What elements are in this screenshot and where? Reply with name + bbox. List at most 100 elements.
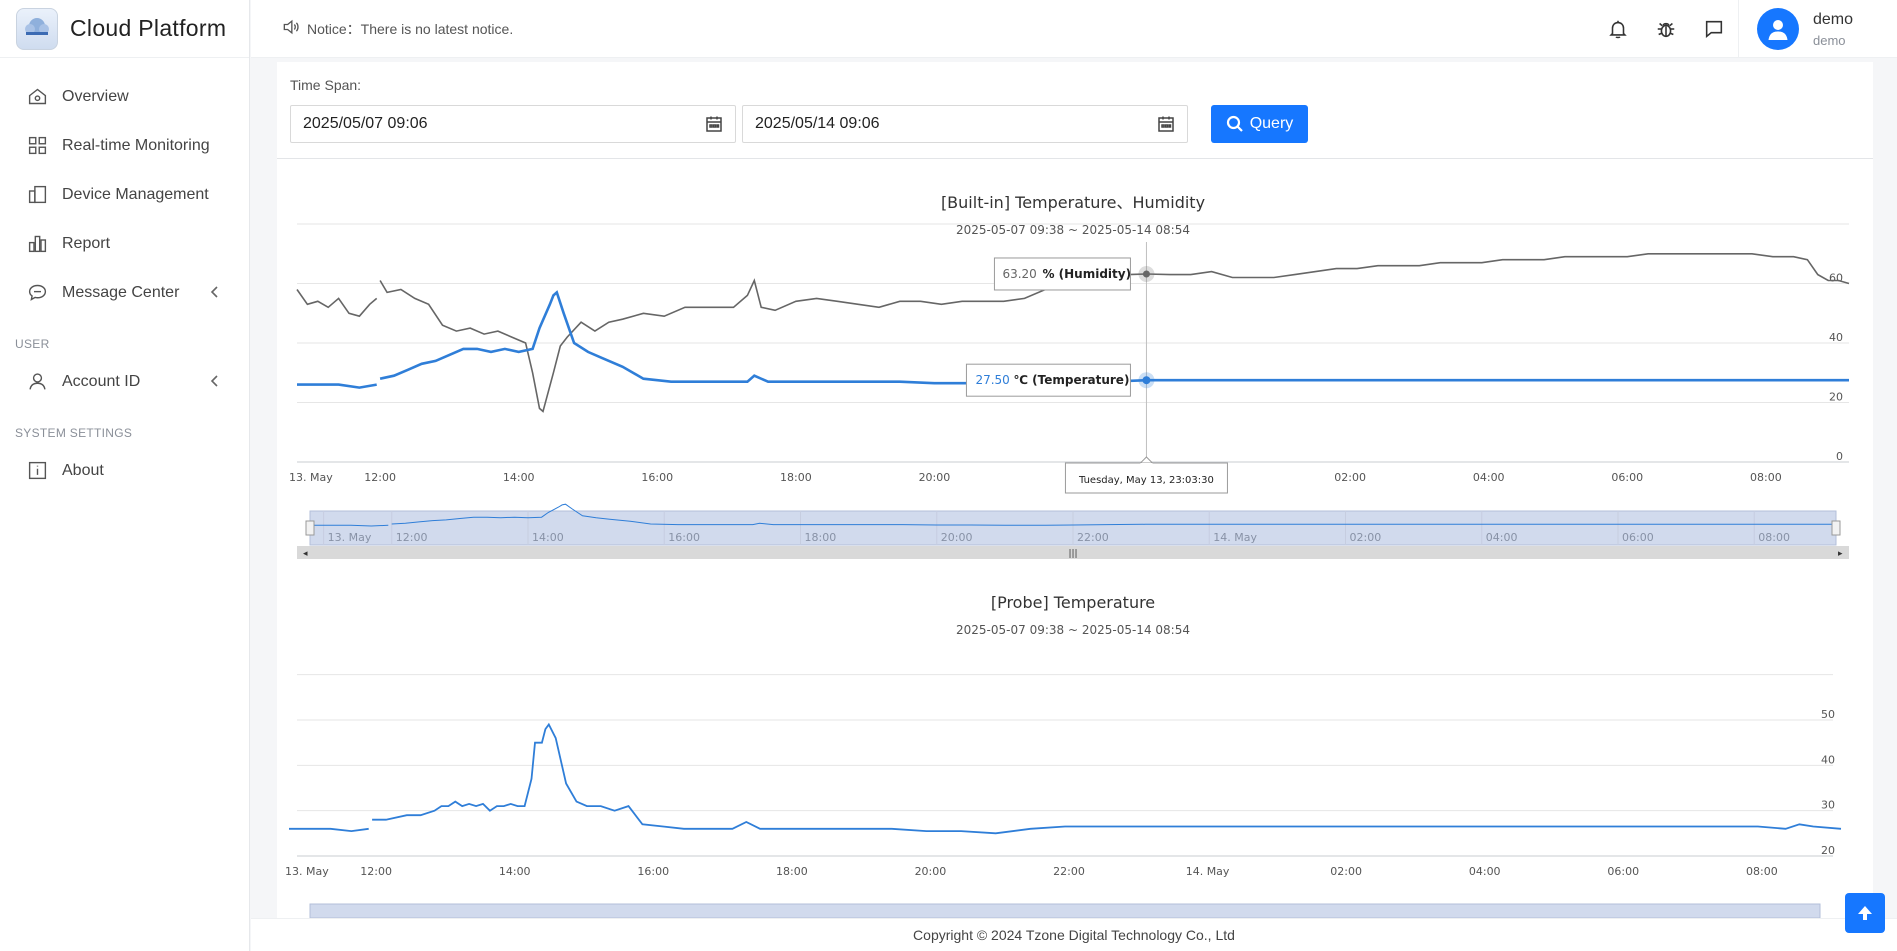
x-axis-ticks: 13. May 12:00 14:00 16:00 18:00 20:00 02:00 04:… xyxy=(289,471,1782,484)
y-tick-label: 50 xyxy=(1821,708,1835,721)
navigator-label: 02:00 xyxy=(1350,531,1382,544)
query-button[interactable]: Query xyxy=(1211,105,1308,143)
message-icon[interactable] xyxy=(1701,16,1727,42)
series-group xyxy=(296,253,1850,413)
navigator-series-line xyxy=(310,503,1836,527)
divider xyxy=(277,158,1873,159)
top-header: Notice：There is no latest notice. demo d… xyxy=(251,0,1897,58)
sidebar-item-account-id[interactable]: Account ID xyxy=(0,357,249,406)
search-icon xyxy=(1226,115,1243,132)
copyright-text: Copyright © 2024 Tzone Digital Technolog… xyxy=(913,927,1235,943)
x-tick-label: 20:00 xyxy=(919,471,951,484)
grid-lines xyxy=(297,674,1833,857)
end-date-input[interactable]: 2025/05/14 09:06 xyxy=(742,105,1188,143)
x-tick-label: 08:00 xyxy=(1750,471,1782,484)
time-tooltip xyxy=(1064,462,1228,494)
chat-icon xyxy=(26,282,48,304)
scrollbar-left-arrow-icon: ◂ xyxy=(303,549,308,559)
temperature-marker xyxy=(1142,376,1151,385)
nav-heading-system-settings: SYSTEM SETTINGS xyxy=(15,426,133,440)
main-nav: Overview Real-time Monitoring Device Man… xyxy=(0,58,249,495)
navigator-label: 22:00 xyxy=(1077,531,1109,544)
navigator-label: 14:00 xyxy=(532,531,564,544)
x-tick-label: 14:00 xyxy=(499,865,531,878)
navigator-label: 13. May xyxy=(328,531,372,544)
start-date-input[interactable]: 2025/05/07 09:06 xyxy=(290,105,736,143)
y-tick-label: 60 xyxy=(1829,272,1843,285)
temperature-tooltip-value: 27.50 xyxy=(975,373,1009,387)
chart-subtitle: 2025-05-07 09:38 ~ 2025-05-14 08:54 xyxy=(956,623,1190,637)
footer: Copyright © 2024 Tzone Digital Technolog… xyxy=(251,918,1897,951)
builtin-temperature-humidity-chart: [Built-in] Temperature、Humidity 2025-05-… xyxy=(289,193,1850,559)
user-icon xyxy=(26,371,48,393)
sidebar-item-overview[interactable]: Overview xyxy=(0,72,249,121)
end-date-value: 2025/05/14 09:06 xyxy=(755,115,880,132)
x-axis-ticks: 13. May 12:00 14:00 16:00 18:00 20:00 22:00 14.… xyxy=(285,865,1778,878)
sidebar-item-label: Report xyxy=(62,234,111,252)
x-tick-label: 08:00 xyxy=(1746,865,1778,878)
series-line-humidity xyxy=(296,253,1850,413)
navigator-label: 06:00 xyxy=(1622,531,1654,544)
bar-chart-icon xyxy=(26,233,48,255)
navigator-label: 20:00 xyxy=(941,531,973,544)
sidebar-item-label: Device Management xyxy=(62,185,209,203)
navigator-handle-left xyxy=(305,520,315,536)
x-tick-label: 13. May xyxy=(285,865,329,878)
scrollbar-track xyxy=(297,546,1849,559)
x-tick-label: 18:00 xyxy=(780,471,812,484)
x-tick-label: 12:00 xyxy=(360,865,392,878)
y-axis-ticks: 20 30 40 50 xyxy=(1821,708,1835,857)
sidebar-item-device-management[interactable]: Device Management xyxy=(0,170,249,219)
x-tick-label: 18:00 xyxy=(776,865,808,878)
device-icon xyxy=(26,184,48,206)
sidebar-item-report[interactable]: Report xyxy=(0,219,249,268)
user-role: demo xyxy=(1813,32,1846,48)
sidebar-item-label: Message Center xyxy=(62,283,180,301)
x-tick-label: 04:00 xyxy=(1473,471,1505,484)
x-tick-label: 02:00 xyxy=(1334,471,1366,484)
chart-title: [Built-in] Temperature、Humidity xyxy=(941,193,1205,212)
y-tick-label: 20 xyxy=(1821,844,1835,857)
sidebar-item-about[interactable]: About xyxy=(0,446,249,495)
y-tick-label: 40 xyxy=(1821,753,1835,766)
calendar-icon[interactable] xyxy=(1157,115,1175,133)
x-tick-label: 06:00 xyxy=(1611,471,1643,484)
y-tick-label: 0 xyxy=(1836,450,1843,463)
calendar-icon[interactable] xyxy=(705,115,723,133)
temperature-tooltip-label: ℃ (Temperature) xyxy=(1013,373,1129,387)
home-icon xyxy=(26,86,48,108)
bell-icon[interactable] xyxy=(1605,16,1631,42)
chevron-left-icon xyxy=(207,284,223,300)
navigator[interactable] xyxy=(309,903,1821,918)
crosshair xyxy=(1138,242,1155,462)
probe-temperature-chart: [Probe] Temperature 2025-05-07 09:38 ~ 2… xyxy=(285,593,1842,918)
tooltips: 63.20 % (Humidity) 27.50 ℃ (Temperature) Tue… xyxy=(965,257,1228,494)
time-tooltip-text: Tuesday, May 13, 23:03:30 xyxy=(1078,475,1214,486)
navigator-handle-right xyxy=(1831,520,1841,536)
header-icons xyxy=(1583,16,1727,42)
x-tick-label: 16:00 xyxy=(641,471,673,484)
navigator-label: 18:00 xyxy=(805,531,837,544)
notice-text: Notice：There is no latest notice. xyxy=(307,20,514,37)
scrollbar-right-arrow-icon: ▸ xyxy=(1838,549,1843,559)
user-menu[interactable]: demo demo xyxy=(1738,0,1897,58)
sidebar-item-label: About xyxy=(62,461,104,479)
y-tick-label: 40 xyxy=(1829,331,1843,344)
sidebar-item-message-center[interactable]: Message Center xyxy=(0,268,249,317)
chart-subtitle: 2025-05-07 09:38 ~ 2025-05-14 08:54 xyxy=(956,223,1190,237)
start-date-value: 2025/05/07 09:06 xyxy=(303,115,428,132)
x-tick-label: 04:00 xyxy=(1469,865,1501,878)
navigator-label: 16:00 xyxy=(668,531,700,544)
user-avatar-icon xyxy=(1768,20,1788,40)
avatar xyxy=(1757,8,1799,50)
bug-icon[interactable] xyxy=(1653,16,1679,42)
back-to-top-button[interactable] xyxy=(1845,893,1885,933)
arrow-up-icon xyxy=(1858,906,1872,920)
brand: Cloud Platform xyxy=(0,0,249,58)
sidebar-item-real-time-monitoring[interactable]: Real-time Monitoring xyxy=(0,121,249,170)
navigator[interactable]: 13. May 12:00 14:00 16:00 18:00 20:00 22:00 14.… xyxy=(297,503,1849,559)
main-content: Time Span: 2025/05/07 09:06 2025/05/14 0… xyxy=(251,58,1897,918)
time-tooltip-pointer xyxy=(1139,456,1154,464)
user-name: demo xyxy=(1813,10,1854,28)
sidebar-item-label: Real-time Monitoring xyxy=(62,136,210,154)
